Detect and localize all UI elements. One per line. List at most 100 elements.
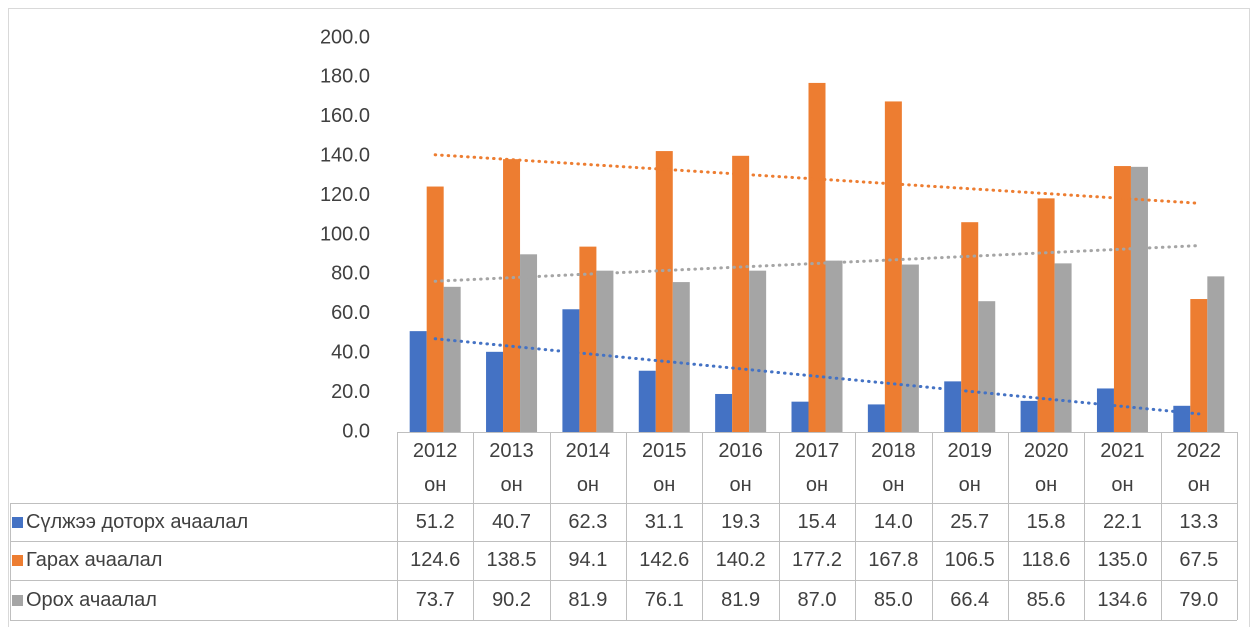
- y-tick-label: 140.0: [320, 144, 370, 166]
- legend-key: [12, 555, 23, 566]
- table-value: 13.3: [1179, 510, 1219, 533]
- table-value: 76.1: [644, 588, 684, 611]
- trendline: [433, 244, 1201, 283]
- table-value: 66.4: [950, 588, 990, 611]
- table-value: 167.8: [868, 549, 919, 571]
- table-value: 94.1: [568, 549, 608, 571]
- bar: [978, 301, 996, 432]
- category-label: 2012 он: [412, 439, 458, 496]
- legend-entry: Сүлжээ доторх ачаалал: [10, 503, 397, 541]
- table-value: 85.6: [1026, 588, 1066, 611]
- bar: [638, 370, 656, 432]
- bar: [503, 159, 521, 432]
- legend-entry: Орох ачаалал: [10, 580, 397, 620]
- table-border: [626, 432, 628, 620]
- category-label: 2019 он: [947, 439, 992, 496]
- bar: [1207, 276, 1225, 432]
- chart-frame: [8, 8, 1250, 627]
- table-value: 135.0: [1097, 549, 1148, 571]
- table-border: [397, 432, 398, 620]
- bar: [562, 309, 580, 432]
- bar: [520, 254, 538, 432]
- bar: [1096, 388, 1114, 432]
- bar: [426, 186, 444, 432]
- bar: [443, 286, 461, 432]
- table-border: [10, 503, 11, 620]
- legend-label: Сүлжээ доторх ачаалал: [26, 510, 249, 533]
- table-border: [855, 432, 857, 620]
- bar: [961, 222, 979, 432]
- category-label: 2018 он: [871, 439, 916, 496]
- y-tick-label: 120.0: [320, 184, 370, 206]
- table-value: 15.4: [797, 510, 837, 533]
- table-value: 106.5: [944, 549, 995, 571]
- bar: [901, 264, 919, 432]
- table-border: [473, 432, 475, 620]
- legend-key: [12, 516, 23, 528]
- table-value: 67.5: [1179, 549, 1219, 571]
- bar: [1173, 405, 1191, 432]
- legend-label: Орох ачаалал: [26, 588, 157, 611]
- y-tick-label: 60.0: [331, 302, 370, 324]
- bar: [732, 155, 750, 432]
- bar: [791, 401, 809, 432]
- table-value: 25.7: [950, 510, 990, 533]
- table-value: 142.6: [639, 549, 690, 571]
- category-label: 2013 он: [489, 439, 534, 496]
- trendline: [433, 153, 1201, 205]
- legend-label: Гарах ачаалал: [26, 549, 163, 571]
- table-border: [778, 432, 780, 620]
- y-tick-label: 100.0: [320, 223, 370, 245]
- table-value: 177.2: [791, 549, 843, 571]
- table-value: 85.0: [873, 588, 913, 611]
- category-label: 2021 он: [1100, 439, 1145, 496]
- table-border: [1007, 432, 1009, 620]
- table-border: [10, 580, 1237, 581]
- table-value: 62.3: [568, 510, 608, 533]
- legend-key: [12, 594, 23, 606]
- table-value: 19.3: [721, 510, 761, 533]
- bar: [486, 351, 504, 432]
- bar: [944, 381, 962, 432]
- bar: [1037, 198, 1055, 432]
- table-value: 90.2: [492, 588, 531, 611]
- table-border: [10, 620, 1237, 621]
- bar: [579, 246, 597, 432]
- category-label: 2016 он: [718, 439, 763, 496]
- category-label: 2020 он: [1023, 439, 1069, 496]
- bar: [1054, 263, 1072, 432]
- bar: [1113, 166, 1131, 433]
- table-value: 79.0: [1179, 588, 1219, 611]
- bar: [1020, 400, 1038, 432]
- table-border: [702, 432, 704, 620]
- bar: [1130, 166, 1148, 432]
- bar: [749, 270, 767, 432]
- table-value: 14.0: [873, 510, 913, 533]
- category-label: 2017 он: [794, 439, 840, 496]
- bar: [672, 282, 690, 432]
- bar: [715, 393, 733, 432]
- table-value: 140.2: [715, 549, 766, 571]
- bar: [409, 331, 427, 432]
- trendline: [433, 337, 1201, 416]
- table-border: [1084, 432, 1086, 620]
- table-value: 40.7: [492, 510, 531, 533]
- y-tick-label: 160.0: [320, 105, 370, 127]
- table-value: 134.6: [1097, 588, 1148, 611]
- table-value: 118.6: [1021, 549, 1071, 571]
- category-label: 2014 он: [565, 439, 611, 496]
- y-tick-label: 40.0: [331, 341, 370, 363]
- table-border: [397, 432, 1237, 433]
- table-value: 51.2: [415, 510, 455, 533]
- bar: [867, 404, 885, 432]
- table-border: [10, 503, 1237, 504]
- table-value: 22.1: [1102, 510, 1142, 533]
- y-tick-label: 180.0: [320, 66, 370, 88]
- table-value: 87.0: [797, 588, 837, 611]
- table-border: [549, 432, 551, 620]
- bar: [655, 151, 673, 432]
- bar: [825, 260, 843, 432]
- y-tick-label: 20.0: [331, 381, 370, 403]
